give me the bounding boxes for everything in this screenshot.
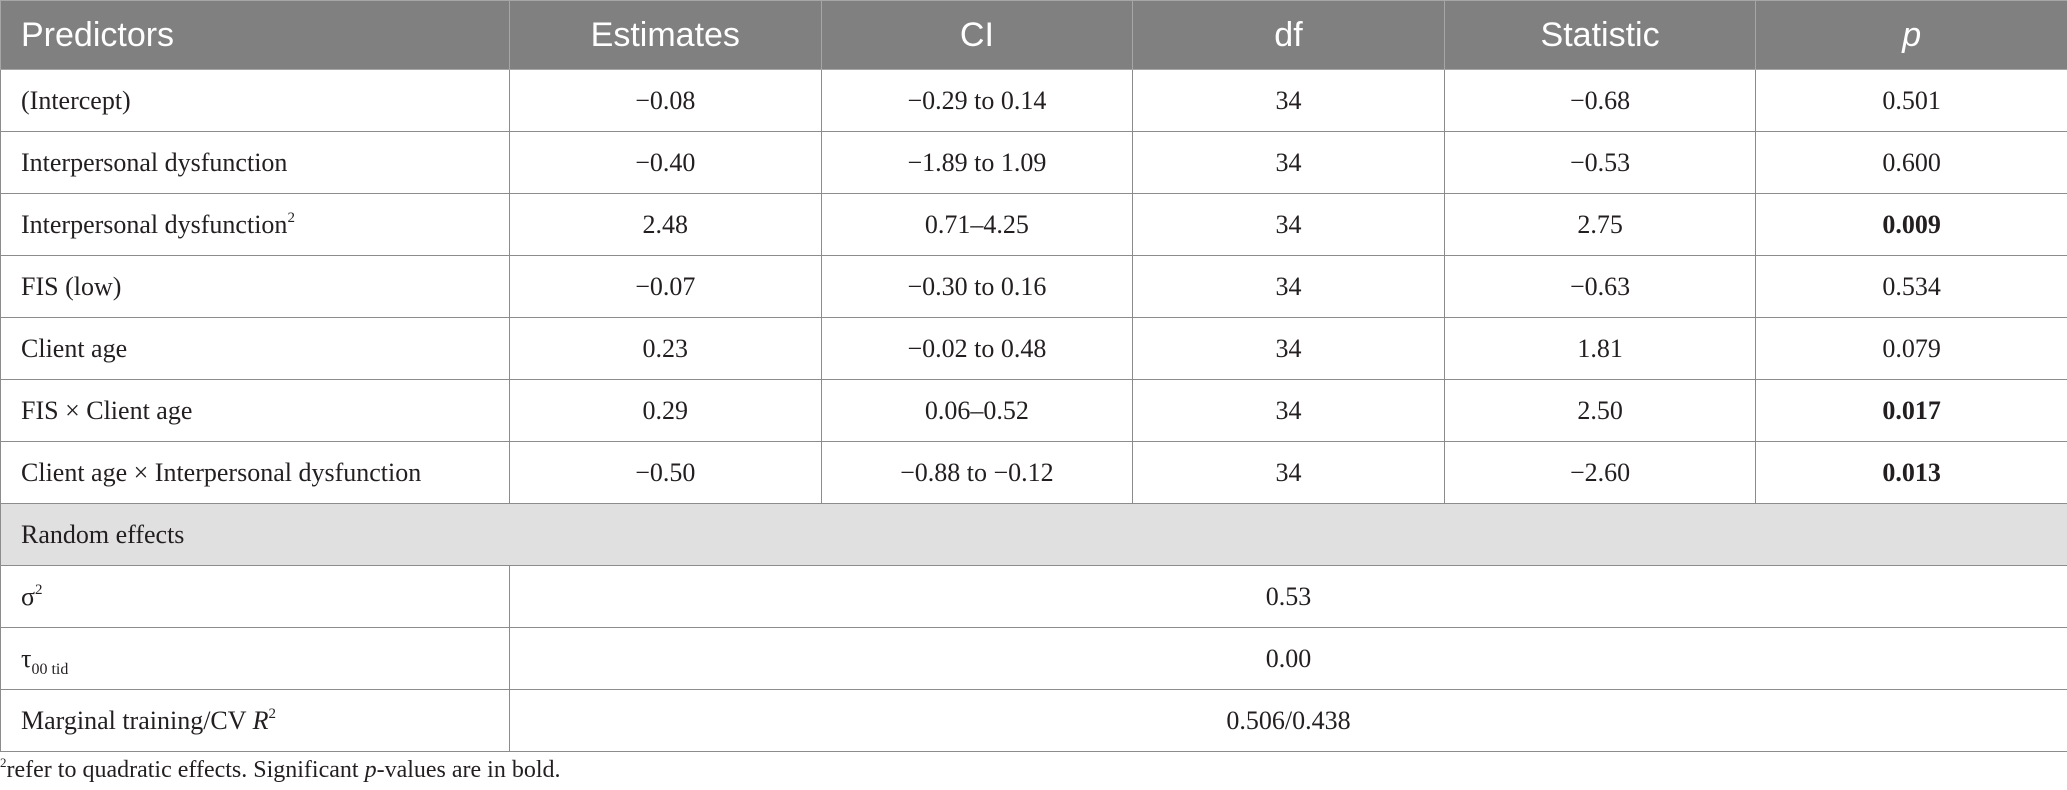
random-effects-heading: Random effects [0,503,2067,566]
header-df: df [1132,0,1445,70]
header-row: Predictors Estimates CI df Statistic p [0,0,2067,70]
header-p: p [1755,0,2067,70]
estimate-cell: −0.07 [509,255,822,318]
p-cell: 0.600 [1755,131,2067,194]
ci-cell: −0.30 to 0.16 [820,255,1134,318]
ci-cell: −0.29 to 0.14 [820,69,1134,132]
table-row: Client age 0.23 −0.02 to 0.48 34 1.81 0.… [0,317,2067,380]
table-row: Interpersonal dysfunction −0.40 −1.89 to… [0,131,2067,194]
header-predictors: Predictors [0,0,510,70]
footnote-text-before: refer to quadratic effects. Significant [6,757,365,783]
estimate-cell: −0.08 [509,69,822,132]
p-cell: 0.501 [1755,69,2067,132]
superscript: 2 [268,705,276,722]
superscript: 2 [35,581,43,598]
df-cell: 34 [1132,255,1445,318]
random-effects-row: σ2 0.53 [0,565,2067,628]
header-ci: CI [820,0,1134,70]
predictor-label: FIS × Client age [0,379,510,442]
statistic-cell: 1.81 [1443,317,1757,380]
ci-cell: −0.02 to 0.48 [820,317,1134,380]
df-cell: 34 [1132,379,1445,442]
random-effects-row: τ00 tid 0.00 [0,627,2067,690]
table-row: FIS × Client age 0.29 0.06–0.52 34 2.50 … [0,379,2067,442]
header-statistic: Statistic [1443,0,1757,70]
table-footnote: 2refer to quadratic effects. Significant… [0,755,561,784]
ci-cell: 0.06–0.52 [820,379,1134,442]
random-effects-row: Marginal training/CV R2 0.506/0.438 [0,689,2067,752]
estimate-cell: −0.40 [509,131,822,194]
footnote-superscript: 2 [0,755,7,770]
predictor-label-cell: Interpersonal dysfunction2 [0,193,510,256]
tau-value: 0.00 [509,627,2067,690]
footnote-italic-p: p [364,757,377,783]
statistic-cell: −0.53 [1443,131,1757,194]
predictor-label: Interpersonal dysfunction [0,131,510,194]
predictor-label: Client age [0,317,510,380]
predictor-label: Interpersonal dysfunction [21,209,288,239]
estimate-cell: 2.48 [509,193,822,256]
table-row: (Intercept) −0.08 −0.29 to 0.14 34 −0.68… [0,69,2067,132]
df-cell: 34 [1132,69,1445,132]
r-symbol: R [252,705,269,735]
table-row: Client age × Interpersonal dysfunction −… [0,441,2067,504]
estimate-cell: −0.50 [509,441,822,504]
statistic-cell: 2.75 [1443,193,1757,256]
sigma-value: 0.53 [509,565,2067,628]
predictor-label: Client age × Interpersonal dysfunction [0,441,510,504]
marginal-value: 0.506/0.438 [509,689,2067,752]
marginal-label-cell: Marginal training/CV R2 [0,689,510,752]
p-cell-significant: 0.013 [1755,441,2067,504]
footnote-text-after: -values are in bold. [376,757,561,783]
regression-table: Predictors Estimates CI df Statistic p (… [0,0,2067,752]
statistic-cell: 2.50 [1443,379,1757,442]
df-cell: 34 [1132,193,1445,256]
statistic-cell: −2.60 [1443,441,1757,504]
p-cell: 0.079 [1755,317,2067,380]
statistic-cell: −0.63 [1443,255,1757,318]
df-cell: 34 [1132,317,1445,380]
predictor-label: (Intercept) [0,69,510,132]
random-effects-section-row: Random effects [0,503,2067,566]
sigma-label-cell: σ2 [0,565,510,628]
subscript: 00 tid [31,660,69,678]
table-row: FIS (low) −0.07 −0.30 to 0.16 34 −0.63 0… [0,255,2067,318]
estimate-cell: 0.29 [509,379,822,442]
statistic-cell: −0.68 [1443,69,1757,132]
df-cell: 34 [1132,441,1445,504]
header-estimates: Estimates [509,0,822,70]
table-row: Interpersonal dysfunction2 2.48 0.71–4.2… [0,193,2067,256]
ci-cell: −0.88 to −0.12 [820,441,1134,504]
p-cell-significant: 0.009 [1755,193,2067,256]
superscript: 2 [287,209,295,226]
ci-cell: 0.71–4.25 [820,193,1134,256]
df-cell: 34 [1132,131,1445,194]
estimate-cell: 0.23 [509,317,822,380]
predictor-label: FIS (low) [0,255,510,318]
tau-label-cell: τ00 tid [0,627,510,690]
p-cell: 0.534 [1755,255,2067,318]
p-cell-significant: 0.017 [1755,379,2067,442]
sigma-symbol: σ [21,581,36,611]
tau-symbol: τ [21,643,32,673]
ci-cell: −1.89 to 1.09 [820,131,1134,194]
marginal-label: Marginal training/CV [21,705,247,735]
